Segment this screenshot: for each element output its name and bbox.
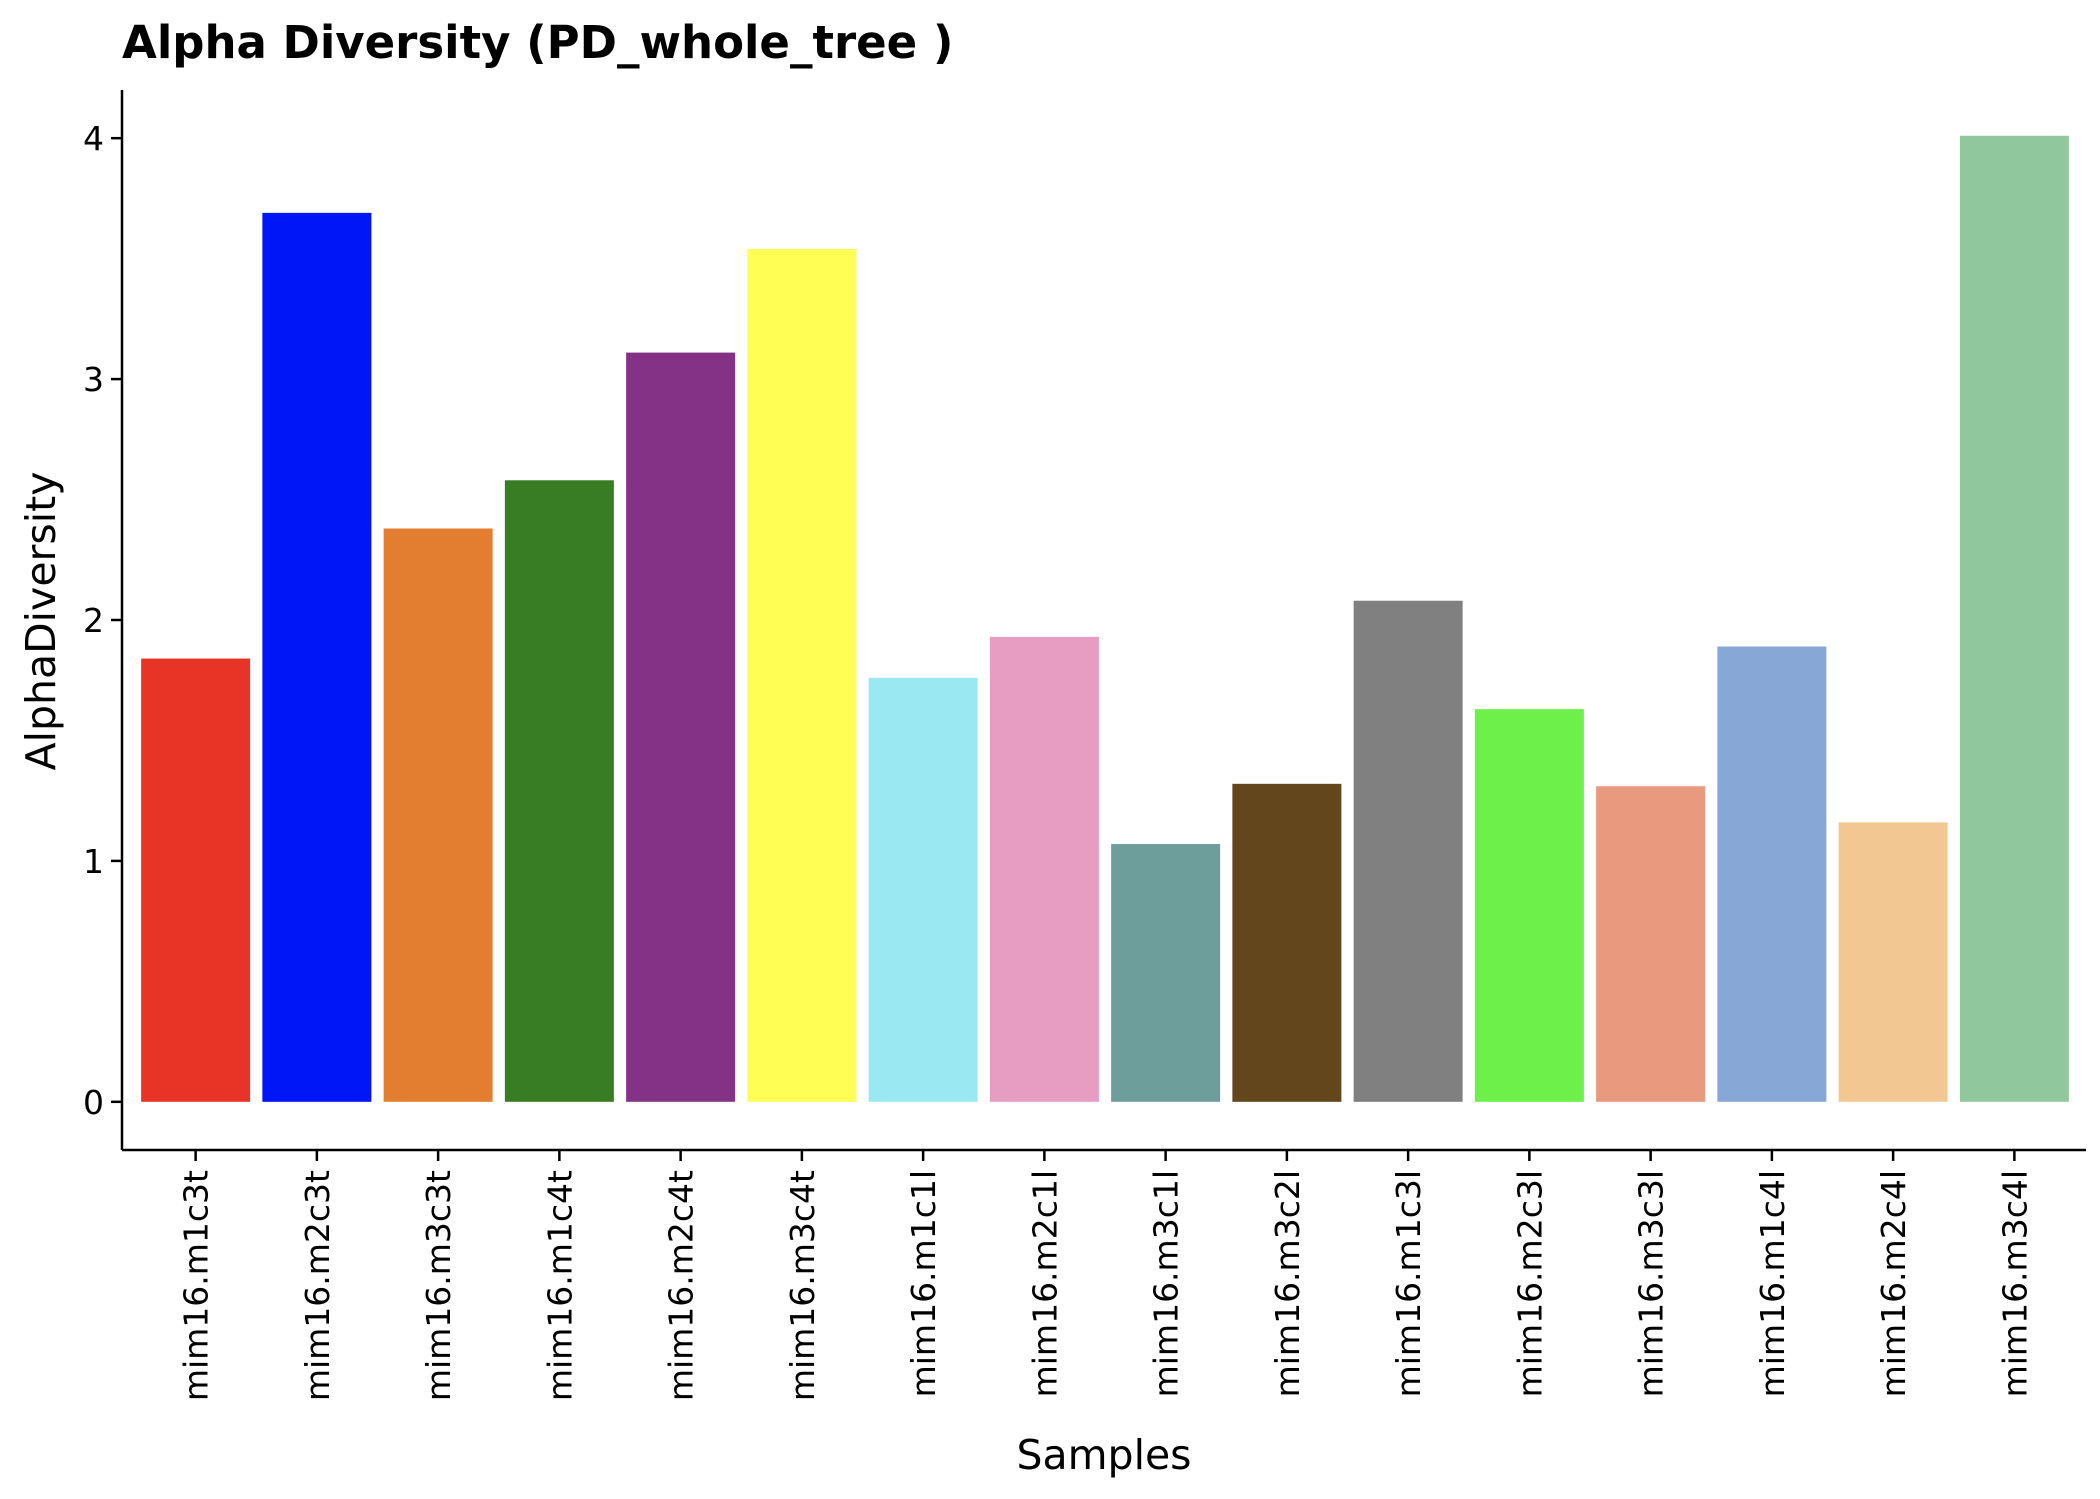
bar-mim16.m3c4l [1959,135,2069,1102]
x-tick-label: mim16.m2c1l [1025,1170,1064,1397]
x-axis-title: Samples [1016,1431,1191,1479]
bar-mim16.m3c4t [747,249,857,1102]
x-tick-label: mim16.m3c3l [1632,1170,1671,1397]
bar-mim16.m2c4l [1838,822,1948,1102]
x-tick-label: mim16.m2c3t [298,1170,337,1401]
bar-mim16.m2c3t [262,212,372,1102]
bar-mim16.m3c1l [1111,844,1221,1102]
bar-mim16.m3c2l [1232,783,1342,1102]
x-tick-label: mim16.m3c2l [1268,1170,1307,1397]
bar-mim16.m1c3t [141,658,251,1102]
x-tick-label: mim16.m2c3l [1510,1170,1549,1397]
y-axis-ticks: 0 1 2 3 4 [83,119,122,1122]
x-tick-label: mim16.m2c4l [1874,1170,1913,1397]
bar-mim16.m2c4t [626,352,736,1102]
x-tick-label: mim16.m1c4t [540,1170,579,1401]
y-tick-label: 4 [83,119,104,158]
x-tick-label: mim16.m1c3l [1389,1170,1428,1397]
bar-mim16.m1c4l [1717,646,1827,1102]
bar-mim16.m3c3t [383,528,493,1102]
x-tick-label: mim16.m2c4t [662,1170,701,1401]
bars [141,135,2069,1102]
bar-mim16.m1c4t [504,480,614,1102]
x-tick-label: mim16.m3c4l [1995,1170,2034,1397]
bar-mim16.m1c3l [1353,600,1463,1102]
y-axis-title: AlphaDiversity [17,472,65,771]
y-tick-label: 2 [83,601,104,640]
bar-mim16.m1c1l [868,677,978,1102]
x-tick-label: mim16.m3c1l [1147,1170,1186,1397]
y-tick-label: 0 [83,1083,104,1122]
bar-mim16.m2c3l [1474,709,1584,1102]
y-tick-label: 3 [83,360,104,399]
y-tick-label: 1 [83,842,104,881]
x-tick-label: mim16.m3c3t [419,1170,458,1401]
x-axis-ticks: mim16.m1c3t mim16.m2c3t mim16.m3c3t mim16.m… [177,1150,2034,1401]
x-tick-label: mim16.m1c4l [1753,1170,1792,1397]
chart-title: Alpha Diversity (PD_whole_tree ) [122,16,953,69]
x-tick-label: mim16.m1c1l [904,1170,943,1397]
bar-mim16.m2c1l [989,636,1099,1102]
bar-mim16.m3c3l [1596,786,1706,1102]
x-tick-label: mim16.m3c4t [783,1170,822,1401]
x-tick-label: mim16.m1c3t [177,1170,216,1401]
